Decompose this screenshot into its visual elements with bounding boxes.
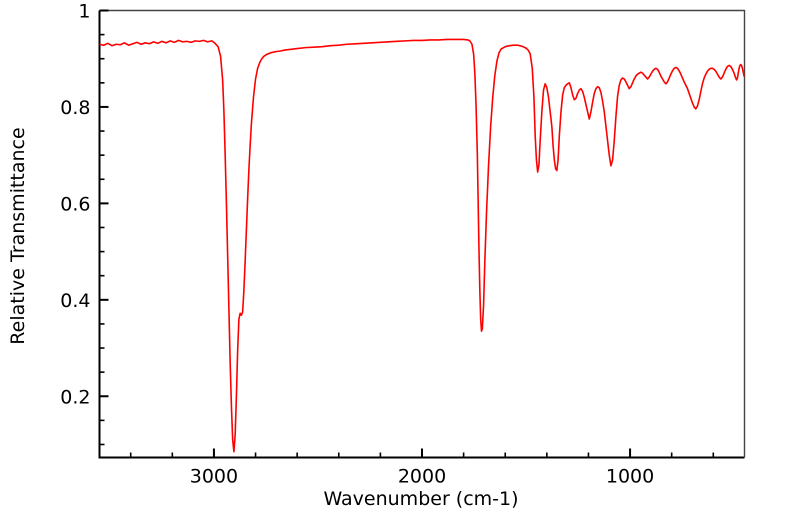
y-axis-ticks [99,9,109,446]
y-tick-label: 1 [78,1,90,23]
y-tick-label: 0.6 [60,193,90,215]
x-axis-tick-labels: 3000 2000 1000 [190,466,654,488]
y-axis-label: Relative Transmittance [7,127,29,344]
y-tick-label: 0.2 [60,386,90,408]
y-axis-tick-labels: 0.2 0.4 0.6 0.8 1 [60,1,90,409]
y-tick-label: 0.8 [60,97,90,119]
y-tick-label: 0.4 [60,290,90,312]
x-tick-label: 3000 [190,466,238,488]
x-axis-label: Wavenumber (cm-1) [323,488,518,510]
spectrum-trace [99,38,745,453]
x-tick-label: 2000 [398,466,446,488]
spectrum-line [99,38,745,453]
x-axis-ticks [129,448,715,458]
axes-frame [98,9,746,459]
x-tick-label: 1000 [606,466,654,488]
